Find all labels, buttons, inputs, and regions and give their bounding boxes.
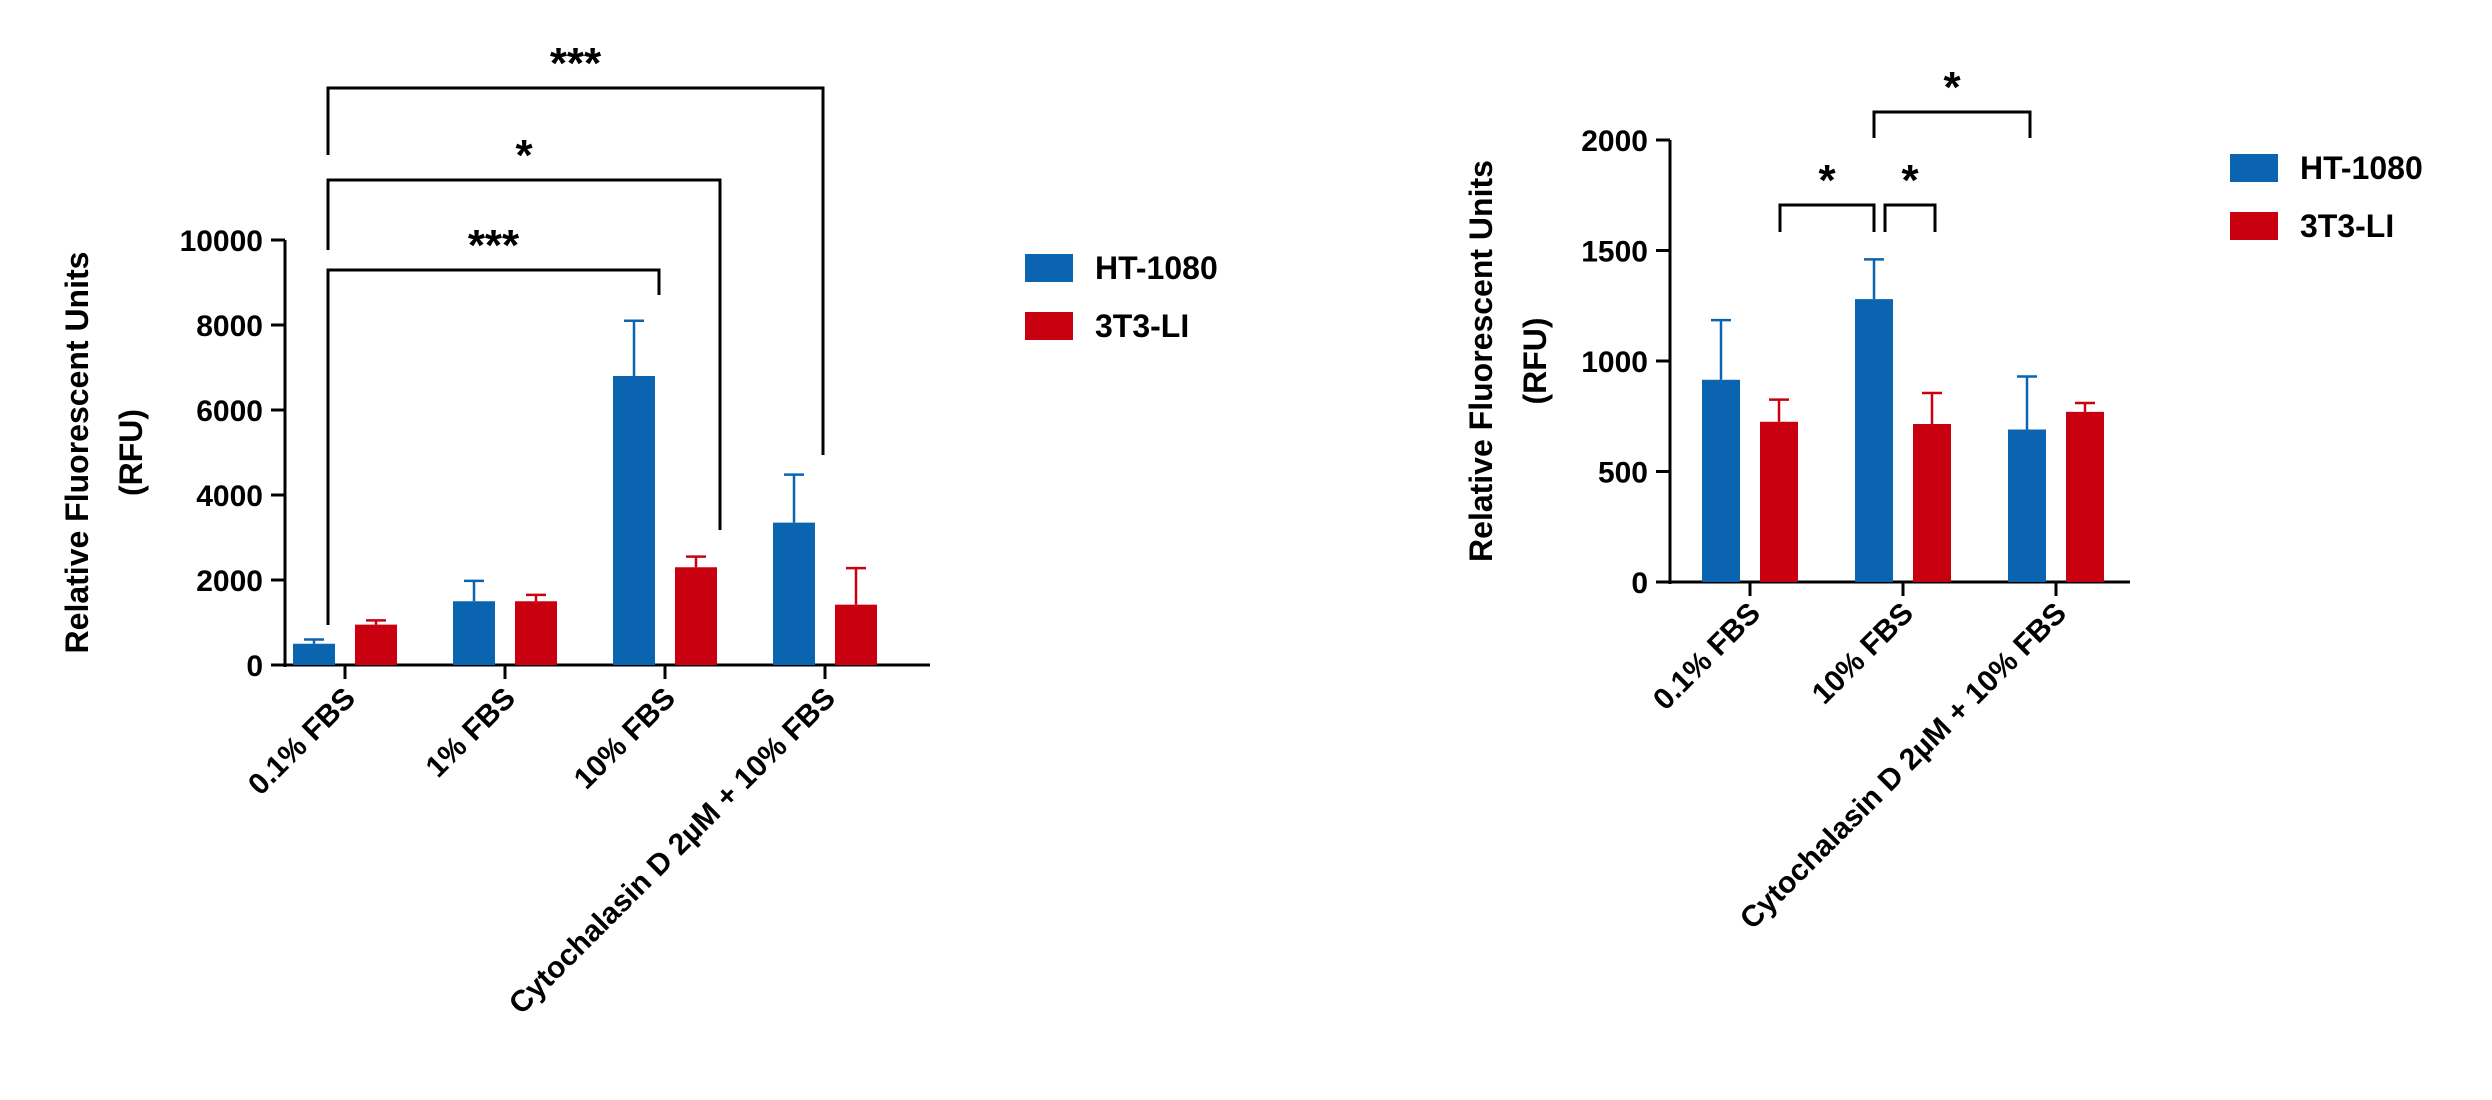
legend-swatch-ht-1080	[2230, 154, 2278, 182]
significance-bracket	[326, 268, 661, 625]
significance-label: *	[515, 131, 533, 180]
significance-bracket	[1872, 110, 2032, 138]
y-tick-label: 1500	[1581, 236, 1648, 269]
y-tick-label: 0	[246, 650, 263, 683]
significance-bracket	[326, 178, 722, 530]
y-tick-label: 8000	[196, 310, 263, 343]
bar-3t3-li[interactable]	[1760, 421, 1798, 582]
y-tick-label: 6000	[196, 395, 263, 428]
y-tick-label: 4000	[196, 480, 263, 513]
x-tick-label: Cytochalasin D 2µM + 10% FBS	[1734, 597, 2073, 936]
x-tick-label: 0.1% FBS	[242, 682, 362, 802]
y-axis-label-unit: (RFU)	[1517, 317, 1553, 404]
bar-ht-1080[interactable]	[613, 376, 655, 665]
legend-label: 3T3-LI	[2300, 208, 2394, 244]
x-tick-label: 10% FBS	[1806, 597, 1920, 711]
bar-ht-1080[interactable]	[293, 643, 335, 665]
y-axis-label-unit: (RFU)	[113, 409, 149, 496]
significance-bracket	[1778, 203, 1876, 232]
bar-ht-1080[interactable]	[2008, 429, 2046, 582]
x-tick-label: 1% FBS	[420, 682, 522, 784]
significance-label: ***	[468, 221, 520, 270]
y-tick-label: 2000	[1581, 125, 1648, 158]
y-tick-label: 10000	[180, 225, 263, 258]
y-tick-label: 1000	[1581, 346, 1648, 379]
chart-panel-2: 0 500 1000 1500 2000 Relative Fluorescent Uni…	[1463, 63, 2423, 936]
bar-ht-1080[interactable]	[1702, 379, 1740, 582]
y-tick-label: 500	[1598, 457, 1648, 490]
significance-label: ***	[550, 39, 602, 88]
y-tick-label: 0	[1631, 567, 1648, 600]
x-tick-label: Cytochalasin D 2µM + 10% FBS	[503, 682, 842, 1021]
legend-label: HT-1080	[1095, 250, 1218, 286]
bar-3t3-li[interactable]	[835, 604, 877, 665]
bar-3t3-li[interactable]	[675, 567, 717, 665]
significance-label: *	[1901, 156, 1919, 205]
significance-label: *	[1818, 156, 1836, 205]
legend-swatch-3t3-li	[2230, 212, 2278, 240]
significance-label: *	[1943, 63, 1961, 112]
bar-ht-1080[interactable]	[453, 601, 495, 665]
bar-3t3-li[interactable]	[1913, 423, 1951, 582]
y-tick-label: 2000	[196, 565, 263, 598]
legend-label: HT-1080	[2300, 150, 2423, 186]
x-tick-label: 10% FBS	[568, 682, 682, 796]
bar-ht-1080[interactable]	[1855, 299, 1893, 582]
bar-3t3-li[interactable]	[2066, 411, 2104, 582]
legend-swatch-ht-1080	[1025, 254, 1073, 282]
significance-bracket	[1883, 203, 1937, 232]
legend-label: 3T3-LI	[1095, 308, 1189, 344]
x-tick-label: 0.1% FBS	[1647, 597, 1767, 717]
chart-panel-1: 0 2000 4000 6000 8000 10000 Relative Fluoresce…	[59, 39, 1218, 1021]
bar-3t3-li[interactable]	[515, 601, 557, 665]
y-axis-label: Relative Fluorescent Units	[59, 252, 95, 654]
legend-swatch-3t3-li	[1025, 312, 1073, 340]
y-axis-label: Relative Fluorescent Units	[1463, 160, 1499, 562]
bar-3t3-li[interactable]	[355, 624, 397, 665]
bar-ht-1080[interactable]	[773, 522, 815, 665]
significance-bracket	[326, 86, 825, 455]
